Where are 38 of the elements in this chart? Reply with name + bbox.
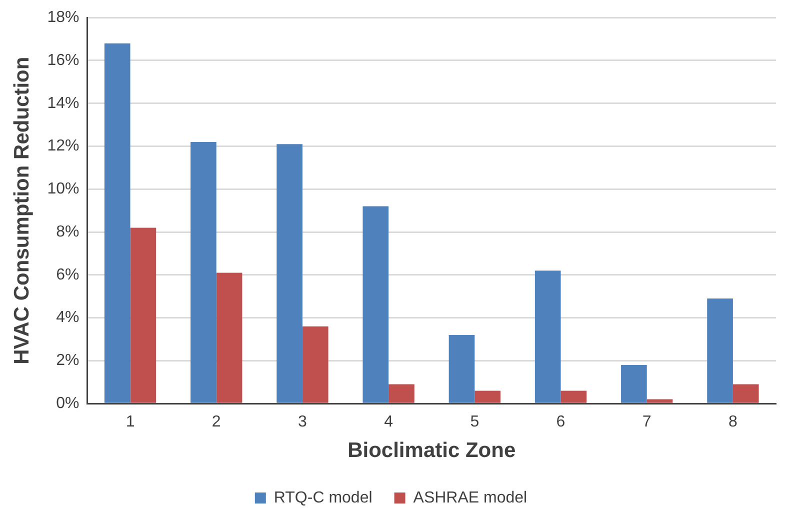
y-tick-label: 14%: [47, 94, 80, 112]
y-tick-label: 6%: [56, 266, 80, 284]
bar: [130, 228, 156, 403]
bar: [302, 326, 328, 403]
x-tick-label: 1: [126, 414, 135, 431]
y-tick-label: 10%: [47, 180, 80, 198]
bar: [534, 270, 561, 403]
x-tick-label: 3: [298, 414, 308, 431]
y-tick-label: 8%: [56, 223, 80, 240]
bar: [388, 384, 414, 403]
x-tick-label: 2: [212, 414, 221, 431]
bar: [448, 334, 475, 403]
legend-label: RTQ-C model: [274, 489, 372, 506]
bar: [707, 298, 733, 403]
y-tick-label: 18%: [47, 9, 80, 26]
legend-label: ASHRAE model: [413, 489, 528, 506]
y-tick-label: 2%: [56, 352, 80, 370]
bar: [362, 206, 389, 403]
bar: [646, 399, 673, 403]
bar: [732, 384, 759, 403]
bar: [104, 43, 130, 403]
x-tick-label: 5: [470, 414, 480, 431]
y-tick-label: 16%: [47, 52, 80, 69]
y-axis-title: HVAC Consumption Reduction: [10, 56, 34, 364]
y-tick-label: 0%: [56, 395, 80, 412]
y-tick-label: 12%: [47, 138, 80, 155]
x-tick-label: 8: [728, 414, 738, 431]
y-tick-label: 4%: [56, 309, 80, 326]
x-tick-label: 4: [384, 414, 394, 431]
bar: [474, 390, 500, 403]
x-tick-label: 6: [556, 414, 566, 431]
bar: [621, 365, 647, 403]
x-tick-label: 7: [642, 414, 652, 431]
x-axis-title: Bioclimatic Zone: [348, 439, 516, 462]
bar: [216, 272, 242, 403]
bar: [560, 390, 587, 403]
bar: [276, 144, 302, 403]
bar: [190, 142, 216, 403]
